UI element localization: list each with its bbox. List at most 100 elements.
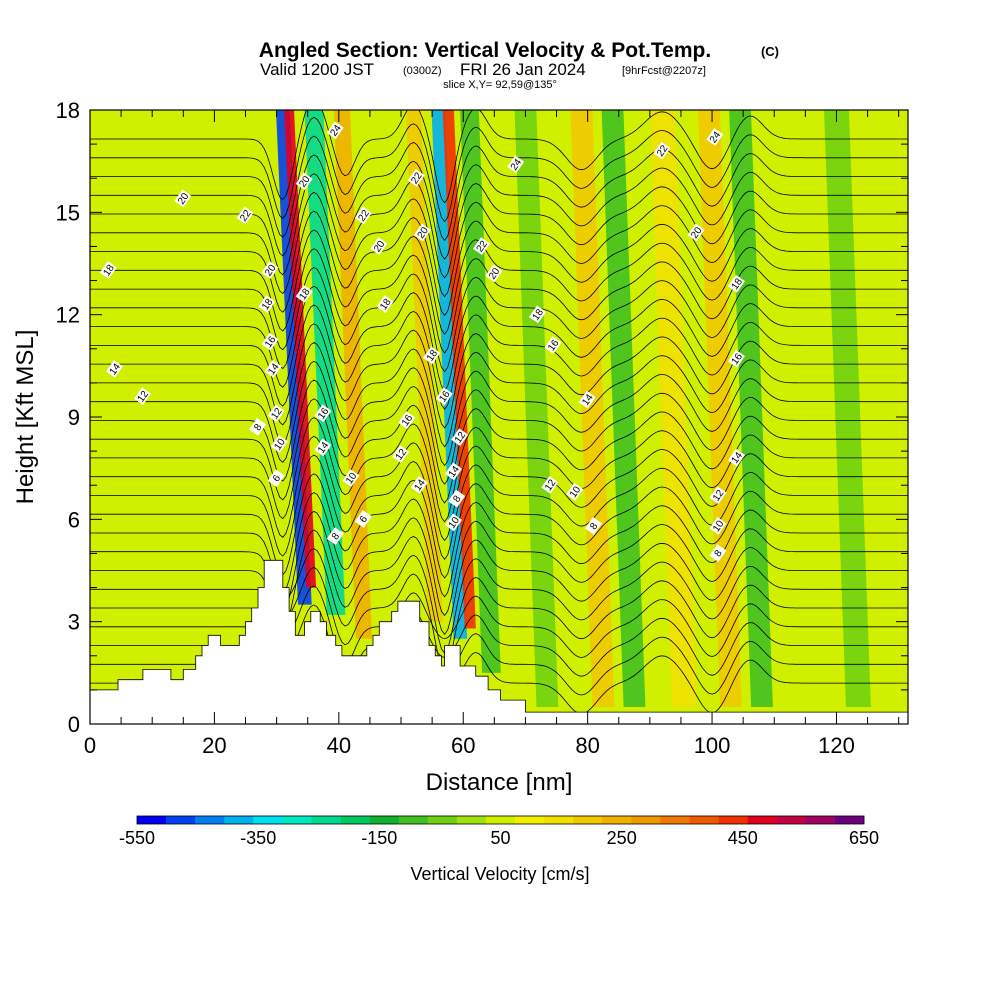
x-tick-label: 40: [327, 733, 351, 758]
colorbar-frame: [136, 815, 865, 825]
isentrope: [90, 248, 908, 354]
colorbar-swatch: [573, 816, 603, 824]
contour-label: 22: [472, 237, 490, 256]
contour-label: 18: [528, 305, 547, 324]
isentrope: [90, 304, 908, 410]
contour-label: 18: [99, 261, 117, 279]
isentrope: [90, 566, 908, 673]
plot-area: 2018141222201816141210862420181614108622…: [90, 110, 908, 724]
contour-label-box: [485, 264, 503, 283]
contour-label: 6: [267, 469, 285, 488]
contour-label-box: [267, 469, 285, 488]
contour-label-box: [435, 387, 453, 406]
contour-label-box: [267, 404, 285, 423]
contour-label: 20: [485, 264, 503, 283]
contour-label-text: 6: [358, 514, 370, 525]
colorbar-swatch: [340, 816, 370, 824]
velocity-band: [333, 110, 373, 639]
contour-label: 14: [727, 448, 746, 467]
contour-label-box: [544, 336, 562, 355]
isentrope: [90, 154, 908, 260]
isentrope: [90, 267, 908, 373]
colorbar-swatch: [602, 816, 632, 824]
isentrope: [90, 342, 908, 448]
isentrope: [90, 435, 908, 542]
contour-label-box: [578, 390, 596, 409]
colorbar-swatch: [631, 816, 661, 824]
y-axis-label: Height [Kft MSL]: [12, 330, 39, 505]
contour-label: 14: [264, 360, 282, 378]
y-tick-label: 6: [68, 507, 80, 532]
contour-label-box: [727, 274, 746, 293]
isentrope: [90, 229, 908, 335]
contour-label: 16: [314, 404, 332, 423]
contour-label: 8: [584, 517, 603, 535]
contour-label: 14: [578, 390, 596, 409]
contour-label: 8: [326, 527, 344, 546]
contour-label-box: [541, 476, 559, 494]
contour-label-box: [326, 121, 344, 140]
colorbar-tick-label: 450: [728, 828, 758, 848]
velocity-band: [514, 110, 559, 707]
contour-label-box: [270, 435, 288, 453]
contour-label-box: [727, 349, 746, 368]
x-tick-label: 0: [84, 733, 96, 758]
contour-label-box: [174, 189, 192, 208]
contour-label: 20: [174, 189, 192, 208]
colorbar-swatch: [224, 816, 254, 824]
x-axis: 0 20 40 60 80 100 120: [84, 110, 900, 758]
contour-label: 20: [413, 223, 431, 242]
contour-label-box: [314, 404, 332, 423]
contour-label: 12: [267, 404, 285, 423]
contour-label: 12: [541, 476, 559, 494]
colorbar-swatch: [718, 816, 748, 824]
colorbar-swatch: [544, 816, 574, 824]
contour-label: 10: [270, 435, 288, 453]
potential-temperature-contours: [90, 110, 908, 718]
y-tick-label: 18: [56, 98, 80, 123]
contour-labels: 2018141222201816141210862420181614108622…: [99, 121, 746, 563]
contour-label: 22: [354, 206, 372, 225]
contour-label: 14: [444, 462, 462, 481]
y-tick-label: 0: [68, 712, 80, 737]
y-tick-label: 9: [68, 405, 80, 430]
contour-label-text: 8: [588, 521, 600, 532]
contour-label-box: [507, 155, 525, 174]
isentrope: [90, 548, 908, 654]
isentrope: [90, 492, 908, 598]
contour-label-box: [423, 346, 441, 365]
contour-label-box: [706, 128, 724, 146]
contour-label: 12: [392, 445, 409, 464]
forecast-info: [9hrFcst@2207z]: [622, 65, 706, 77]
contour-label: 16: [398, 411, 416, 430]
colorbar-tick-label: -150: [361, 828, 397, 848]
contour-label: 10: [444, 513, 462, 532]
contour-label: 22: [236, 206, 254, 225]
isentrope: [90, 173, 908, 279]
contour-label: 12: [451, 428, 468, 447]
contour-label: 8: [249, 418, 267, 436]
contour-label-box: [727, 448, 746, 467]
velocity-band: [570, 110, 615, 707]
contour-label: 14: [314, 438, 332, 457]
contour-label: 18: [258, 295, 276, 314]
contour-label: 16: [544, 336, 562, 355]
y-tick-label: 3: [68, 610, 80, 635]
isentrope: [90, 191, 908, 298]
x-axis-label: Distance [nm]: [426, 769, 573, 796]
contour-label-box: [566, 482, 584, 501]
contour-label-box: [407, 169, 425, 187]
colorbar-swatch: [282, 816, 312, 824]
chart-title-tag: (C): [761, 44, 779, 59]
contour-label-text: 8: [451, 493, 463, 504]
contour-label: 18: [423, 346, 441, 365]
contour-label: 16: [435, 387, 453, 406]
colorbar-tick-label: 650: [849, 828, 879, 848]
contour-label-text: 8: [713, 548, 725, 559]
velocity-band: [406, 110, 443, 622]
contour-label: 22: [407, 169, 425, 187]
contour-label: 8: [448, 489, 466, 508]
isentrope: [90, 585, 908, 665]
contour-label-box: [528, 305, 547, 324]
isentrope: [90, 285, 908, 392]
